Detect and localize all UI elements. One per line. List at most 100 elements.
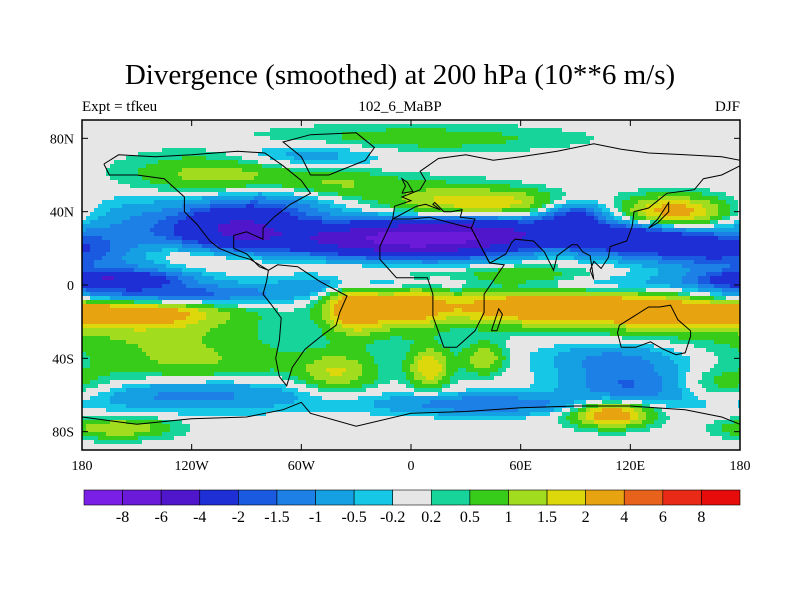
- field-cell: [290, 164, 295, 169]
- field-cell: [158, 184, 163, 189]
- field-cell: [534, 124, 539, 129]
- field-cell: [530, 136, 535, 141]
- field-cell: [242, 204, 247, 209]
- field-cell: [578, 148, 583, 153]
- field-cell: [258, 136, 263, 141]
- field-cell: [326, 160, 331, 165]
- field-cell: [170, 192, 175, 197]
- field-cell: [270, 128, 275, 133]
- field-cell: [102, 176, 107, 181]
- field-cell: [734, 204, 739, 209]
- field-cell: [150, 120, 155, 125]
- field-cell: [586, 144, 591, 149]
- field-cell: [138, 224, 143, 229]
- field-cell: [354, 228, 359, 233]
- field-cell: [250, 172, 255, 177]
- field-cell: [370, 212, 375, 217]
- field-cell: [342, 188, 347, 193]
- field-cell: [254, 164, 259, 169]
- field-cell: [350, 196, 355, 201]
- field-cell: [414, 220, 419, 225]
- field-cell: [522, 132, 527, 137]
- field-cell: [214, 160, 219, 165]
- field-cell: [710, 236, 715, 241]
- field-cell: [254, 180, 259, 185]
- field-cell: [286, 220, 291, 225]
- field-cell: [326, 172, 331, 177]
- field-cell: [146, 144, 151, 149]
- field-cell: [454, 160, 459, 165]
- field-cell: [334, 204, 339, 209]
- field-cell: [230, 128, 235, 133]
- field-cell: [634, 172, 639, 177]
- field-cell: [534, 232, 539, 237]
- field-cell: [702, 152, 707, 157]
- field-cell: [338, 200, 343, 205]
- field-cell: [482, 168, 487, 173]
- field-cell: [506, 136, 511, 141]
- field-cell: [294, 124, 299, 129]
- field-cell: [138, 176, 143, 181]
- field-cell: [394, 204, 399, 209]
- field-cell: [342, 156, 347, 161]
- field-cell: [698, 152, 703, 157]
- field-cell: [362, 164, 367, 169]
- field-cell: [626, 204, 631, 209]
- field-cell: [162, 160, 167, 165]
- field-cell: [654, 124, 659, 129]
- field-cell: [658, 172, 663, 177]
- field-cell: [522, 208, 527, 213]
- field-cell: [666, 224, 671, 229]
- field-cell: [514, 188, 519, 193]
- field-cell: [606, 188, 611, 193]
- field-cell: [326, 228, 331, 233]
- field-cell: [298, 216, 303, 221]
- field-cell: [134, 240, 139, 245]
- field-cell: [302, 220, 307, 225]
- field-cell: [250, 180, 255, 185]
- field-cell: [242, 232, 247, 237]
- field-cell: [626, 124, 631, 129]
- field-cell: [310, 124, 315, 129]
- field-cell: [590, 228, 595, 233]
- field-cell: [682, 212, 687, 217]
- field-cell: [602, 136, 607, 141]
- field-cell: [218, 160, 223, 165]
- field-cell: [390, 148, 395, 153]
- field-cell: [462, 184, 467, 189]
- field-cell: [138, 120, 143, 125]
- field-cell: [494, 228, 499, 233]
- field-cell: [134, 132, 139, 137]
- field-cell: [610, 120, 615, 125]
- field-cell: [334, 200, 339, 205]
- field-cell: [406, 136, 411, 141]
- field-cell: [294, 132, 299, 137]
- field-cell: [706, 172, 711, 177]
- field-cell: [242, 156, 247, 161]
- field-cell: [562, 232, 567, 237]
- field-cell: [326, 140, 331, 145]
- field-cell: [170, 156, 175, 161]
- field-cell: [302, 216, 307, 221]
- field-cell: [666, 176, 671, 181]
- field-cell: [562, 120, 567, 125]
- field-cell: [670, 196, 675, 201]
- field-cell: [722, 140, 727, 145]
- field-cell: [174, 200, 179, 205]
- field-cell: [474, 144, 479, 149]
- field-cell: [678, 164, 683, 169]
- field-cell: [182, 180, 187, 185]
- field-cell: [574, 184, 579, 189]
- field-cell: [134, 148, 139, 153]
- field-cell: [482, 152, 487, 157]
- field-cell: [194, 236, 199, 241]
- field-cell: [214, 236, 219, 241]
- field-cell: [366, 212, 371, 217]
- field-cell: [718, 200, 723, 205]
- field-cell: [306, 184, 311, 189]
- field-cell: [458, 232, 463, 237]
- field-cell: [506, 160, 511, 165]
- field-cell: [694, 204, 699, 209]
- field-cell: [90, 220, 95, 225]
- field-cell: [490, 192, 495, 197]
